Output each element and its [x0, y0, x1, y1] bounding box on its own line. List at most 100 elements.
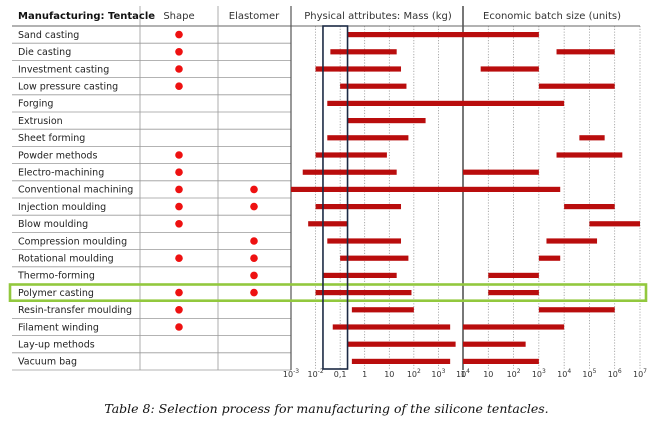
batch-bar — [556, 152, 623, 158]
highlight-row-box — [8, 283, 648, 303]
mass-bar — [347, 118, 426, 124]
row-label: Vacuum bag — [18, 357, 77, 368]
shape-dot — [175, 306, 183, 314]
mass-bar — [340, 83, 407, 89]
shape-dot — [175, 48, 183, 56]
mass-bar — [351, 307, 414, 313]
mass-tick-label: 104 — [456, 368, 470, 379]
batch-bar — [589, 221, 640, 227]
elastomer-dot — [250, 288, 258, 297]
batch-bar — [538, 83, 615, 89]
row-label: Sand casting — [18, 30, 79, 41]
header-mass: Physical attributes: Mass (kg) — [304, 11, 452, 22]
elastomer-dot — [250, 185, 258, 194]
mass-bar — [347, 32, 463, 38]
batch-tick-label: 105 — [582, 368, 596, 379]
mass-bar — [315, 290, 412, 296]
header-shape: Shape — [163, 11, 194, 22]
mass-bar — [330, 49, 397, 55]
mass-tick-label: 0,1 — [334, 370, 347, 379]
batch-tick-label: 107 — [633, 368, 647, 379]
row-label: Forging — [18, 99, 53, 110]
mass-bar — [315, 152, 387, 158]
batch-bar — [463, 358, 539, 364]
batch-bar — [463, 186, 561, 192]
row-label: Injection moulding — [18, 202, 106, 213]
batch-tick-label: 104 — [557, 368, 571, 379]
batch-tick-label: 106 — [608, 368, 622, 379]
batch-bar — [463, 341, 526, 347]
mass-tick-label: 102 — [407, 368, 421, 379]
shape-dot — [175, 323, 183, 331]
batch-bar — [579, 135, 605, 141]
row-label: Compression moulding — [18, 236, 127, 247]
elastomer-dot — [250, 271, 258, 280]
batch-bar — [488, 290, 539, 296]
row-label: Die casting — [18, 47, 71, 58]
row-label: Low pressure casting — [18, 82, 118, 93]
shape-dot — [175, 202, 183, 211]
header-batch: Economic batch size (units) — [483, 11, 621, 22]
mass-tick-label: 1 — [362, 370, 367, 379]
elastomer-dot — [250, 254, 258, 262]
bars-layer — [291, 32, 640, 364]
dots-layer — [175, 30, 258, 331]
batch-tick-label: 102 — [507, 368, 521, 379]
row-label: Powder methods — [18, 150, 97, 161]
shape-dot — [175, 65, 183, 73]
row-labels: Sand casting Die casting Investment castin… — [17, 30, 133, 368]
shape-dot — [175, 151, 183, 159]
batch-tick-label: 1 — [460, 370, 465, 379]
elastomer-dot — [250, 237, 258, 245]
row-label: Sheet forming — [18, 133, 85, 144]
shape-dot — [175, 168, 183, 176]
mass-tick-label: 10 — [384, 370, 394, 379]
mass-tick-label: 10-2 — [307, 368, 323, 379]
header-elastomer: Elastomer — [229, 11, 280, 22]
row-label: Polymer casting — [18, 288, 94, 299]
mass-bar — [291, 186, 463, 192]
batch-bar — [564, 204, 615, 210]
row-label: Electro-machining — [18, 168, 104, 179]
mass-bar — [327, 135, 409, 141]
row-label: Investment casting — [18, 64, 109, 75]
batch-bar — [463, 100, 565, 106]
batch-bar — [488, 272, 539, 278]
row-label: Conventional machining — [18, 185, 133, 196]
batch-bar — [480, 66, 539, 72]
row-label: Extrusion — [18, 116, 63, 127]
batch-bar — [463, 324, 565, 330]
mass-bar — [340, 255, 409, 261]
mass-bar — [351, 358, 451, 364]
batch-tick-label: 10 — [483, 370, 493, 379]
shape-dot — [175, 220, 183, 228]
row-label: Blow moulding — [18, 219, 88, 230]
batch-bar — [546, 238, 598, 244]
mass-tick-label: 10-3 — [283, 368, 299, 379]
shape-dot — [175, 288, 183, 297]
row-label: Resin-transfer moulding — [18, 305, 132, 316]
mass-tick-label: 103 — [431, 368, 445, 379]
batch-bar — [556, 49, 615, 55]
mass-bar — [302, 169, 397, 175]
mass-bar — [315, 66, 402, 72]
mass-bar — [327, 238, 402, 244]
row-label: Rotational moulding — [18, 254, 114, 265]
row-label: Thermo-forming — [17, 271, 95, 282]
mass-bar — [315, 204, 402, 210]
overlay-layer — [8, 25, 648, 370]
mass-bar — [332, 324, 451, 330]
shape-dot — [175, 82, 183, 90]
elastomer-dot — [250, 202, 258, 211]
batch-bar — [538, 307, 615, 313]
row-label: Lay-up methods — [18, 340, 95, 351]
mass-bar — [322, 272, 397, 278]
batch-bar — [538, 255, 561, 261]
selection-chart: Sand casting Die casting Investment castin… — [8, 6, 648, 379]
header-process: Manufacturing: Tentacle — [18, 11, 155, 22]
grid-layer — [12, 6, 641, 371]
mass-bar — [308, 221, 348, 227]
mass-bar — [347, 341, 456, 347]
mass-bar — [327, 100, 463, 106]
